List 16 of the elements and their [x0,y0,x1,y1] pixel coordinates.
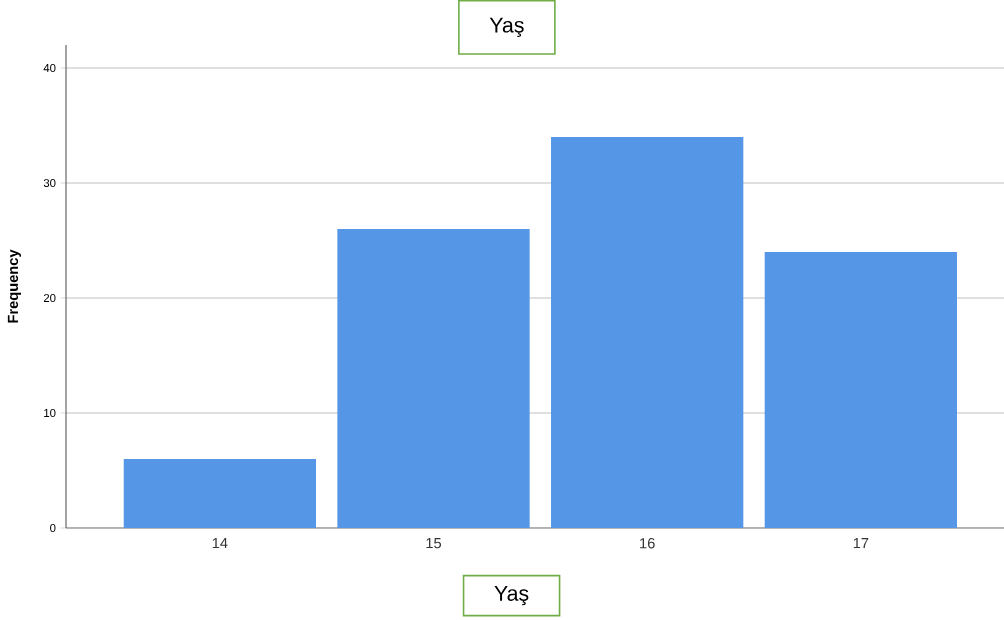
bar [764,251,957,528]
y-tick-label: 10 [44,408,56,417]
y-tick-label: 30 [43,178,56,187]
x-tick-label: 14 [212,538,228,549]
chart-title: Yaş [489,17,524,37]
bar [123,458,316,528]
bar [337,228,530,528]
y-axis-title: Frequency [7,249,21,323]
x-tick-label: 17 [853,538,869,549]
bar [551,136,744,528]
x-tick-label: 15 [426,538,442,549]
y-tick-label: 40 [43,63,56,72]
y-tick-label: 20 [43,293,56,302]
y-tick-label: 0 [50,523,56,532]
x-axis-title: Yaş [494,586,529,606]
x-tick-label: 16 [640,538,655,549]
